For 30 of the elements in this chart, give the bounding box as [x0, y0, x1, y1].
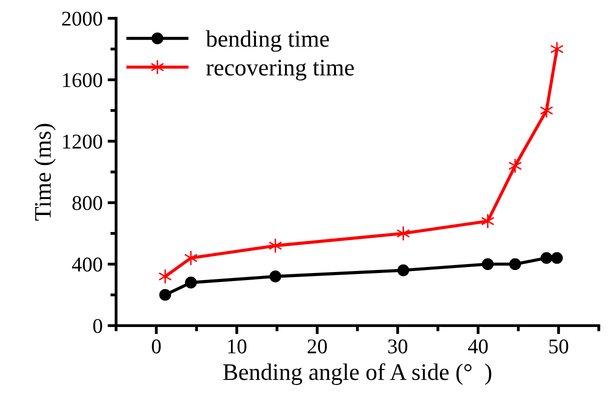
point	[158, 268, 172, 284]
point	[482, 258, 494, 270]
point	[268, 238, 282, 254]
y-tick-label: 1200	[63, 134, 102, 149]
point	[159, 288, 172, 301]
point	[551, 252, 563, 264]
x-tick-label: 30	[388, 339, 408, 354]
point	[397, 264, 410, 276]
legend-label: recovering time	[206, 60, 354, 80]
x-tick-label: 40	[468, 339, 488, 354]
point	[185, 276, 197, 288]
point	[509, 258, 522, 270]
y-axis-title: Time (ms)	[34, 124, 56, 221]
x-tick-label: 50	[549, 339, 568, 354]
y-tick-label: 400	[72, 258, 102, 272]
y-tick-label: 800	[72, 196, 102, 210]
point	[184, 250, 198, 266]
y-tick-label: 2000	[62, 12, 102, 26]
y-tick-label: 0	[93, 318, 102, 334]
x-tick-label: 20	[308, 339, 327, 354]
point	[508, 158, 522, 174]
x-tick-label: 10	[228, 339, 246, 354]
x-tick-label: 0	[152, 339, 161, 354]
legend-label: bending time	[206, 30, 329, 52]
point	[269, 270, 282, 282]
x-axis-title: Bending angle of A side (° )	[223, 363, 492, 385]
point	[396, 226, 410, 242]
y-tick-label: 1600	[63, 73, 102, 88]
point	[481, 213, 494, 229]
point	[540, 252, 552, 264]
